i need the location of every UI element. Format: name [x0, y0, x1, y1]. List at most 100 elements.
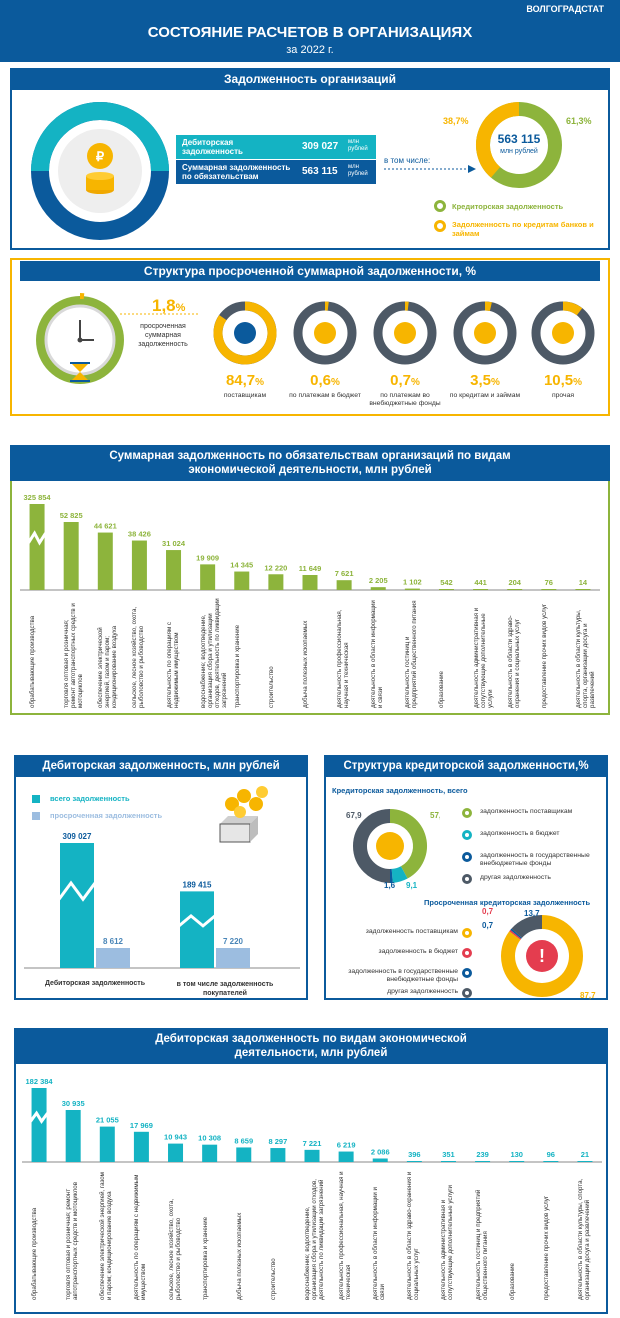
overdue-item: 0,6% по платежам в бюджет — [289, 300, 361, 410]
total-label: Суммарная задолженность по обязательства… — [182, 163, 291, 181]
bar — [577, 1161, 593, 1162]
pie-value-label: 0,7 — [482, 907, 494, 916]
total-unit: млн рублей — [348, 164, 368, 177]
overdue-item-value: 3,5% — [452, 372, 518, 390]
overdue-main-value: 1,8 — [152, 296, 176, 315]
bar — [268, 574, 284, 590]
coin-stack-icon: ₽ — [86, 143, 114, 194]
receivables-cat-1: в том числе задолженность покупателей — [176, 981, 274, 997]
pie-slice — [353, 809, 391, 883]
overdue-main-sign: % — [175, 302, 186, 314]
overdue-item-number: 0,7 — [390, 372, 411, 389]
receivables-header: Дебиторская задолженность, млн рублей — [14, 755, 308, 777]
category-label: торговля оптовая и розничная; ремонт авт… — [63, 603, 85, 708]
clock-icon — [77, 320, 94, 343]
overdue-item-value: 84,7% — [212, 372, 278, 390]
overdue-item-label: по платежам во внебюджетные фонды — [369, 392, 441, 407]
category-label: водоснабжение; водоотведение, организаци… — [199, 598, 228, 708]
coin-document-icon — [373, 301, 437, 365]
bar-value-label: 204 — [508, 578, 521, 587]
category-label: деятельность в области здраво-охранения … — [506, 615, 521, 708]
legend-loans-marker — [434, 220, 446, 232]
receivable-label: Дебиторская задолженность — [182, 138, 243, 156]
legend-label: другая задолженность — [480, 874, 551, 881]
category-label: деятельность профессиональная, научная и… — [336, 609, 351, 708]
bar-value-label: 239 — [476, 1150, 489, 1159]
bar-value-label: 31 024 — [162, 539, 186, 548]
receivables-activity-header: Дебиторская задолженность по видам эконо… — [14, 1028, 608, 1064]
category-label: добыча полезных ископаемых — [302, 620, 309, 708]
legend-marker — [462, 808, 472, 818]
bar-value-label: 2 086 — [371, 1147, 390, 1156]
category-label: деятельность в области информации и связ… — [370, 600, 385, 708]
bar — [166, 550, 182, 590]
bar-value-label: 441 — [474, 578, 487, 587]
coin-safe-icon — [219, 786, 268, 843]
including-label: в том числе: — [384, 156, 431, 165]
bar — [29, 504, 45, 590]
pie-slice — [391, 866, 408, 883]
legend-marker — [462, 852, 472, 862]
bar — [202, 1144, 218, 1162]
liabilities-header: Суммарная задолженность по обязательства… — [10, 445, 610, 481]
overdue-item-number: 10,5 — [543, 372, 574, 389]
worker-icon — [213, 301, 277, 365]
bar-value-label: 309 027 — [63, 832, 92, 841]
category-label: обрабатывающие производства — [29, 615, 37, 708]
legend-label: задолженность в государственные внебюдже… — [348, 968, 458, 983]
overdue-item-sign: % — [490, 377, 500, 388]
creditor-header: Структура кредиторской задолженности,% — [324, 755, 608, 777]
category-label: деятельность в области здраво-охранения … — [406, 1171, 421, 1300]
overdue-main-pct: 1,8% — [152, 296, 185, 316]
pie-value-label: 9,1 — [406, 881, 418, 890]
receivable-value: 309 027 — [302, 141, 339, 152]
axis-break — [27, 530, 47, 546]
overdue-item: 84,7% поставщикам — [212, 300, 278, 410]
bar-value-label: 325 854 — [23, 493, 51, 502]
legend-marker — [462, 988, 472, 998]
bar-value-label: 2 205 — [369, 576, 388, 585]
pie-value-label: 87,7 — [580, 991, 596, 1000]
legend-credit-marker — [434, 200, 446, 212]
category-label: образование — [438, 671, 446, 708]
receivables-cat-0: Дебиторская задолженность — [44, 980, 145, 987]
liabilities-title: Суммарная задолженность по обязательства… — [109, 450, 511, 476]
bar — [168, 1143, 184, 1162]
overdue-creditor-pie: ! 87,7 0,7 0,7 13,7 — [482, 907, 596, 1000]
category-label: деятельность административная и сопутств… — [440, 1185, 455, 1300]
category-label: деятельность административная и сопутств… — [472, 607, 494, 708]
legend-label: другая задолженность — [387, 988, 458, 995]
bar — [234, 571, 250, 590]
bar — [63, 522, 79, 590]
receivable-unit: млн рублей — [348, 139, 368, 152]
legend-label: задолженность в бюджет — [480, 830, 560, 837]
pie-value-label: 0,7 — [482, 921, 494, 930]
credit-card-icon — [453, 301, 517, 365]
legend-label: задолженность поставщикам — [480, 808, 573, 815]
overdue-item-sign: % — [330, 377, 340, 388]
bar — [509, 1161, 525, 1162]
bar-value-label: 1 102 — [403, 578, 422, 587]
bar-value-label: 14 345 — [230, 561, 253, 570]
bar — [507, 589, 523, 590]
bar-value-label: 30 935 — [62, 1099, 85, 1108]
bar-value-label: 21 055 — [96, 1116, 119, 1125]
bar — [216, 948, 250, 968]
bar-value-label: 7 221 — [303, 1139, 322, 1148]
bar-value-label: 6 219 — [337, 1141, 356, 1150]
bar-value-label: 8 612 — [103, 937, 124, 946]
callout-line — [120, 313, 198, 315]
bar — [543, 1161, 559, 1162]
legend-overdue-label: просроченная задолженность — [50, 811, 163, 820]
bar — [99, 1126, 115, 1162]
bar — [406, 1161, 422, 1162]
category-label: деятельность профессиональная, научная и… — [338, 1171, 353, 1300]
category-label: деятельность в области информации и связ… — [372, 1186, 387, 1300]
bar-value-label: 182 384 — [25, 1077, 53, 1086]
donut-value: 563 115 — [497, 132, 541, 146]
category-label: деятельность в области культуры, спорта,… — [576, 1178, 591, 1300]
bar-value-label: 38 426 — [128, 530, 151, 539]
bar-value-label: 10 943 — [164, 1133, 187, 1142]
bar — [133, 1131, 149, 1162]
overdue-item-sign: % — [573, 377, 583, 388]
